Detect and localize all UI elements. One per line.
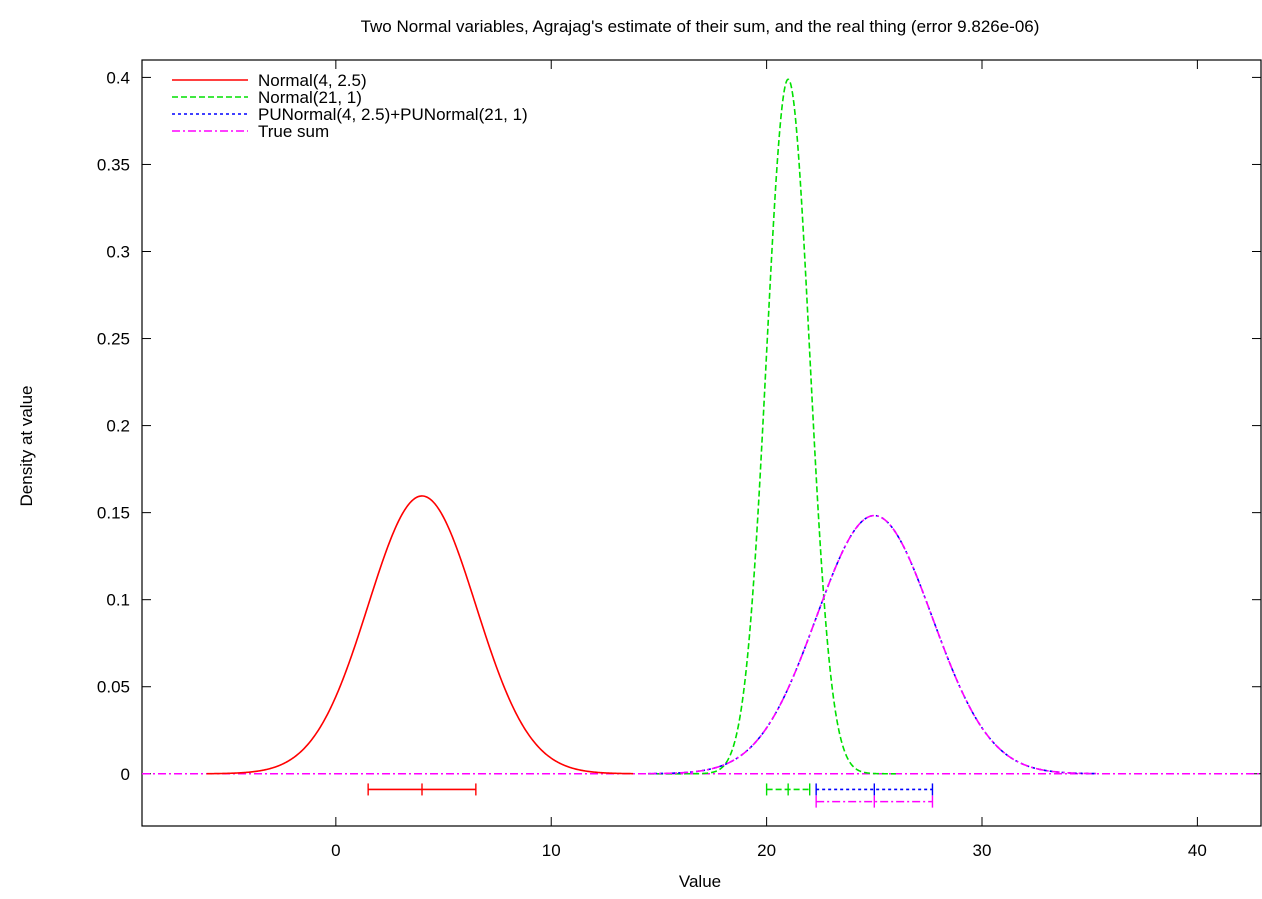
interval-marker-1	[367, 783, 477, 796]
series-curves	[142, 78, 1261, 775]
series-line-1	[206, 495, 634, 775]
legend-entry-2: Normal(21, 1)	[172, 88, 362, 107]
axis-ticks: 0 10 20 30 40 0 0.05 0.1 0.15 0.2 0.25 0.3 0.35 0.4	[97, 60, 1261, 860]
x-axis-title: Value	[679, 872, 721, 891]
y-tick-label: 0.15	[97, 504, 130, 523]
legend-entry-3: PUNormal(4, 2.5)+PUNormal(21, 1)	[172, 105, 528, 124]
interval-marker-2	[765, 783, 811, 796]
legend-label: PUNormal(4, 2.5)+PUNormal(21, 1)	[258, 105, 528, 124]
legend-label: Normal(21, 1)	[258, 88, 362, 107]
legend-entry-1: Normal(4, 2.5)	[172, 71, 367, 90]
y-tick-label: 0.2	[106, 417, 130, 436]
plot-frame	[141, 59, 1262, 827]
x-tick-label: 40	[1188, 841, 1207, 860]
x-tick-label: 10	[542, 841, 561, 860]
x-tick-label: 20	[757, 841, 776, 860]
legend-entry-4: True sum	[172, 122, 329, 141]
legend-label: True sum	[258, 122, 329, 141]
series-line-2	[648, 78, 896, 775]
legend: Normal(4, 2.5)Normal(21, 1)PUNormal(4, 2…	[172, 71, 528, 141]
y-tick-label: 0.05	[97, 678, 130, 697]
y-tick-label: 0	[121, 765, 130, 784]
interval-markers	[367, 783, 934, 808]
legend-label: Normal(4, 2.5)	[258, 71, 367, 90]
x-tick-label: 0	[331, 841, 340, 860]
y-tick-label: 0.35	[97, 155, 130, 174]
chart-title: Two Normal variables, Agrajag's estimate…	[361, 17, 1040, 36]
y-tick-label: 0.3	[106, 243, 130, 262]
series-line-3	[648, 514, 1097, 775]
y-tick-label: 0.1	[106, 591, 130, 610]
interval-marker-4	[815, 795, 934, 808]
x-tick-label: 30	[973, 841, 992, 860]
interval-marker-3	[815, 783, 934, 796]
y-tick-label: 0.4	[106, 68, 130, 87]
series-line-4	[648, 514, 1097, 775]
y-tick-label: 0.25	[97, 330, 130, 349]
y-axis-title: Density at value	[17, 386, 36, 507]
